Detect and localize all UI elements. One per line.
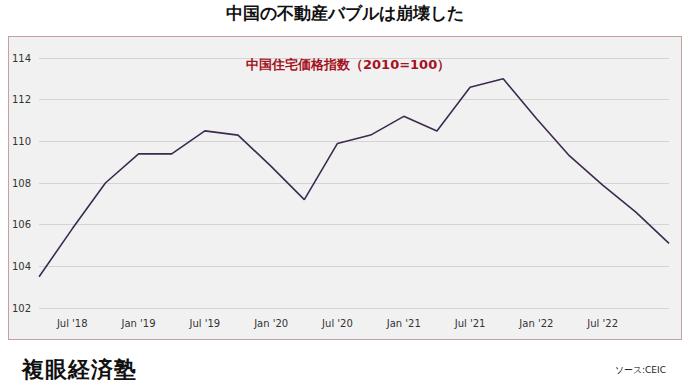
svg-text:中国住宅価格指数（2010=100）: 中国住宅価格指数（2010=100） [246,57,450,72]
svg-text:Jan '19: Jan '19 [121,318,156,329]
svg-text:Jul '19: Jul '19 [188,318,220,329]
svg-text:104: 104 [12,261,31,272]
svg-text:Jan '20: Jan '20 [253,318,288,329]
html-text:ソース:CEIC: ソース:CEIC [615,365,666,375]
svg-text:112: 112 [12,94,31,105]
svg-text:110: 110 [12,136,31,147]
html-text:中国の不動産バブルは崩壊した: 中国の不動産バブルは崩壊した [226,3,464,23]
svg-text:108: 108 [12,178,31,189]
svg-text:114: 114 [12,53,31,64]
svg-text:102: 102 [12,303,31,314]
svg-text:106: 106 [12,219,31,230]
svg-text:Jul '21: Jul '21 [454,318,486,329]
html-text:複眼経済塾: 複眼経済塾 [22,357,137,382]
svg-text:Jul '20: Jul '20 [321,318,353,329]
svg-text:Jan '22: Jan '22 [518,318,553,329]
svg-text:Jan '21: Jan '21 [386,318,421,329]
svg-text:Jul '22: Jul '22 [586,318,618,329]
svg-text:Jul '18: Jul '18 [56,318,88,329]
